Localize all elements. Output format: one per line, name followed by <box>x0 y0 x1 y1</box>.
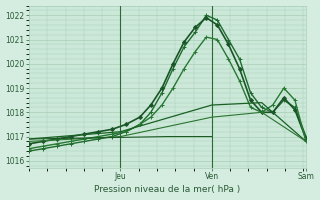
X-axis label: Pression niveau de la mer( hPa ): Pression niveau de la mer( hPa ) <box>94 185 241 194</box>
